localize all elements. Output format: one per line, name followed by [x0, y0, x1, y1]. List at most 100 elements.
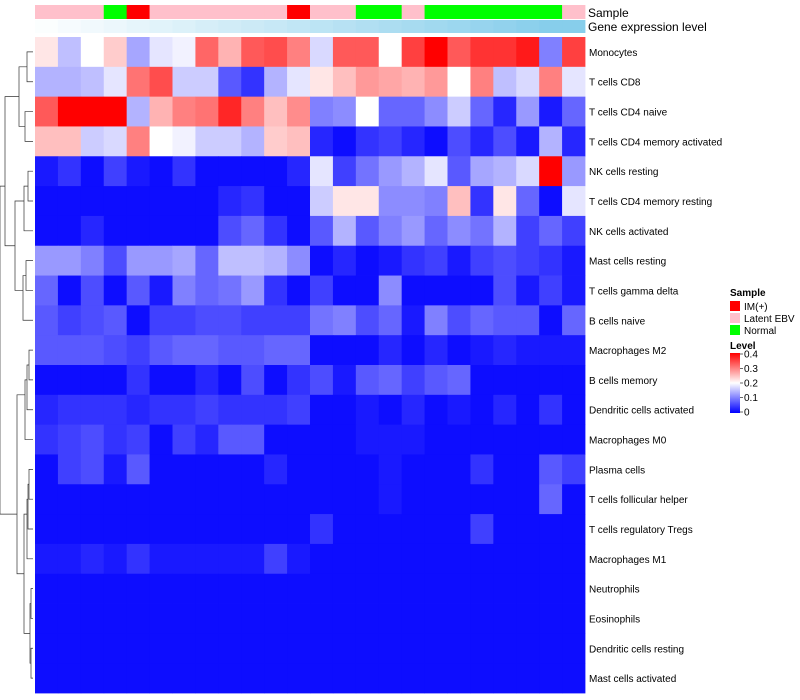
heatmap-cell [241, 96, 265, 127]
heatmap-cell [310, 424, 334, 455]
heatmap-cell [149, 305, 173, 336]
heatmap-cell [332, 454, 357, 485]
heatmap-cell [539, 335, 563, 366]
heatmap-cell [332, 603, 357, 634]
sample-annotation-cell [539, 5, 563, 19]
dendrogram-branch [18, 66, 27, 127]
heatmap-cell [562, 514, 586, 545]
row-label: B cells naive [589, 316, 646, 327]
heatmap-cell [447, 633, 471, 664]
heatmap-cell [310, 215, 334, 247]
heatmap-cell [447, 126, 471, 157]
row-label: NK cells activated [589, 227, 668, 238]
heatmap-cell [378, 454, 403, 485]
heatmap-cell [35, 126, 59, 157]
expression-annotation-cell [447, 20, 471, 33]
expression-annotation-cell [149, 20, 173, 33]
heatmap-cell [424, 37, 448, 68]
heatmap-cell [355, 454, 380, 485]
heatmap-cell [310, 126, 334, 157]
heatmap-cell [103, 454, 128, 485]
heatmap-cell [493, 245, 517, 276]
sample-annotation-cell [516, 5, 540, 19]
heatmap-cell [195, 424, 219, 455]
heatmap-cell [401, 186, 425, 217]
heatmap-cell [562, 156, 586, 187]
heatmap-cell [355, 156, 380, 187]
heatmap-cell [264, 573, 288, 604]
heatmap-cell [149, 186, 173, 217]
heatmap-cell [287, 394, 311, 426]
heatmap-cell [539, 424, 563, 455]
heatmap-cell [378, 603, 403, 634]
heatmap-cell [378, 484, 403, 515]
heatmap-cell [149, 215, 173, 247]
heatmap-cell [126, 126, 150, 157]
heatmap-cell [172, 66, 196, 98]
heatmap-cell [516, 275, 540, 306]
expression-annotation-cell [470, 20, 494, 33]
heatmap-cell [103, 543, 128, 575]
heatmap-cell [35, 275, 59, 306]
heatmap-cell [35, 335, 59, 366]
heatmap-cell [378, 365, 403, 396]
heatmap-cell [264, 454, 288, 485]
heatmap-cell [218, 96, 242, 127]
expression-annotation-cell [332, 20, 357, 33]
heatmap-cell [287, 215, 311, 247]
heatmap-cell [470, 245, 494, 276]
row-label: T cells follicular helper [589, 495, 688, 506]
heatmap-cell [310, 394, 334, 426]
heatmap-cell [35, 96, 59, 127]
heatmap-cell [241, 543, 265, 575]
row-label: T cells CD8 [589, 78, 641, 89]
heatmap-cell [126, 603, 150, 634]
heatmap-cell [218, 305, 242, 336]
heatmap-cell [103, 96, 128, 127]
heatmap-cell [287, 603, 311, 634]
heatmap-cell [57, 215, 82, 247]
heatmap-cell [310, 633, 334, 664]
heatmap-cell [310, 484, 334, 515]
heatmap-cell [126, 663, 150, 694]
heatmap-cell [241, 37, 265, 68]
sample-annotation-cell [378, 5, 403, 19]
heatmap-cell [424, 305, 448, 336]
row-label: T cells CD4 memory resting [589, 197, 712, 208]
heatmap-cell [264, 305, 288, 336]
expression-annotation-cell [35, 20, 59, 33]
expression-annotation-cell [172, 20, 196, 33]
heatmap-cell [332, 245, 357, 276]
heatmap-cell [378, 245, 403, 276]
heatmap-cell [493, 305, 517, 336]
heatmap-cell [80, 126, 105, 157]
heatmap-cell [562, 603, 586, 634]
heatmap-cell [447, 454, 471, 485]
heatmap-cell [424, 454, 448, 485]
sample-track-label: Sample [588, 6, 629, 20]
heatmap-cell [539, 663, 563, 694]
heatmap-cell [57, 663, 82, 694]
heatmap-cell [264, 156, 288, 187]
heatmap-cell [401, 305, 425, 336]
legend-level-title: Level [730, 341, 756, 352]
heatmap-cell [35, 573, 59, 604]
sample-annotation-cell [447, 5, 471, 19]
heatmap-cell [493, 484, 517, 515]
heatmap-cell [218, 66, 242, 98]
heatmap-cell [57, 514, 82, 545]
heatmap-cell [332, 66, 357, 98]
heatmap-cell [195, 156, 219, 187]
heatmap-cell [378, 156, 403, 187]
heatmap-cell [172, 365, 196, 396]
expression-annotation-cell [516, 20, 540, 33]
heatmap-cell [516, 484, 540, 515]
heatmap-cell [516, 514, 540, 545]
heatmap-cell [195, 245, 219, 276]
heatmap-cell [310, 454, 334, 485]
heatmap-cell [172, 514, 196, 545]
heatmap-cell [35, 633, 59, 664]
heatmap-cell [401, 126, 425, 157]
heatmap-cell [172, 96, 196, 127]
